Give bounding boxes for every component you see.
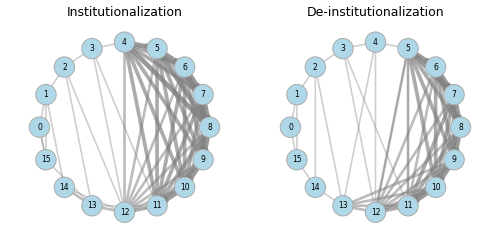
Circle shape [426,177,446,198]
Text: 2: 2 [62,63,67,72]
Text: 11: 11 [404,201,413,210]
Circle shape [30,117,50,138]
Text: 14: 14 [60,183,69,192]
Circle shape [147,196,168,216]
Title: De-institutionalization: De-institutionalization [306,6,444,19]
Circle shape [366,32,386,52]
Text: 4: 4 [122,38,127,47]
Text: 13: 13 [338,201,348,210]
Circle shape [280,117,300,138]
Text: 4: 4 [373,38,378,47]
Circle shape [305,177,326,198]
Title: Institutionalization: Institutionalization [66,6,182,19]
Text: 9: 9 [452,155,456,164]
Text: 6: 6 [433,63,438,72]
Text: 7: 7 [200,90,205,99]
Text: 0: 0 [288,123,293,132]
Circle shape [200,117,220,138]
Circle shape [54,177,74,198]
Circle shape [286,84,307,105]
Circle shape [286,150,307,170]
Circle shape [174,177,195,198]
Circle shape [426,57,446,77]
Text: 5: 5 [406,44,410,53]
Text: 8: 8 [458,123,463,132]
Text: 1: 1 [44,90,49,99]
Text: 14: 14 [310,183,320,192]
Text: 8: 8 [207,123,212,132]
Circle shape [36,150,56,170]
Circle shape [193,84,214,105]
Circle shape [332,38,353,59]
Circle shape [193,150,214,170]
Circle shape [444,84,464,105]
Circle shape [332,196,353,216]
Text: 11: 11 [152,201,162,210]
Text: 6: 6 [182,63,187,72]
Circle shape [82,38,102,59]
Text: 7: 7 [452,90,456,99]
Text: 12: 12 [370,208,380,217]
Circle shape [54,57,74,77]
Circle shape [114,202,134,222]
Circle shape [450,117,470,138]
Text: 9: 9 [200,155,205,164]
Text: 1: 1 [294,90,300,99]
Circle shape [398,196,418,216]
Circle shape [36,84,56,105]
Text: 13: 13 [87,201,97,210]
Circle shape [82,196,102,216]
Text: 2: 2 [313,63,318,72]
Circle shape [366,202,386,222]
Text: 10: 10 [180,183,190,192]
Text: 0: 0 [37,123,42,132]
Circle shape [305,57,326,77]
Text: 15: 15 [292,155,302,164]
Text: 3: 3 [90,44,94,53]
Text: 3: 3 [340,44,345,53]
Text: 12: 12 [120,208,130,217]
Text: 10: 10 [431,183,440,192]
Circle shape [398,38,418,59]
Circle shape [444,150,464,170]
Circle shape [114,32,134,52]
Text: 15: 15 [41,155,51,164]
Circle shape [174,57,195,77]
Text: 5: 5 [154,44,160,53]
Circle shape [147,38,168,59]
